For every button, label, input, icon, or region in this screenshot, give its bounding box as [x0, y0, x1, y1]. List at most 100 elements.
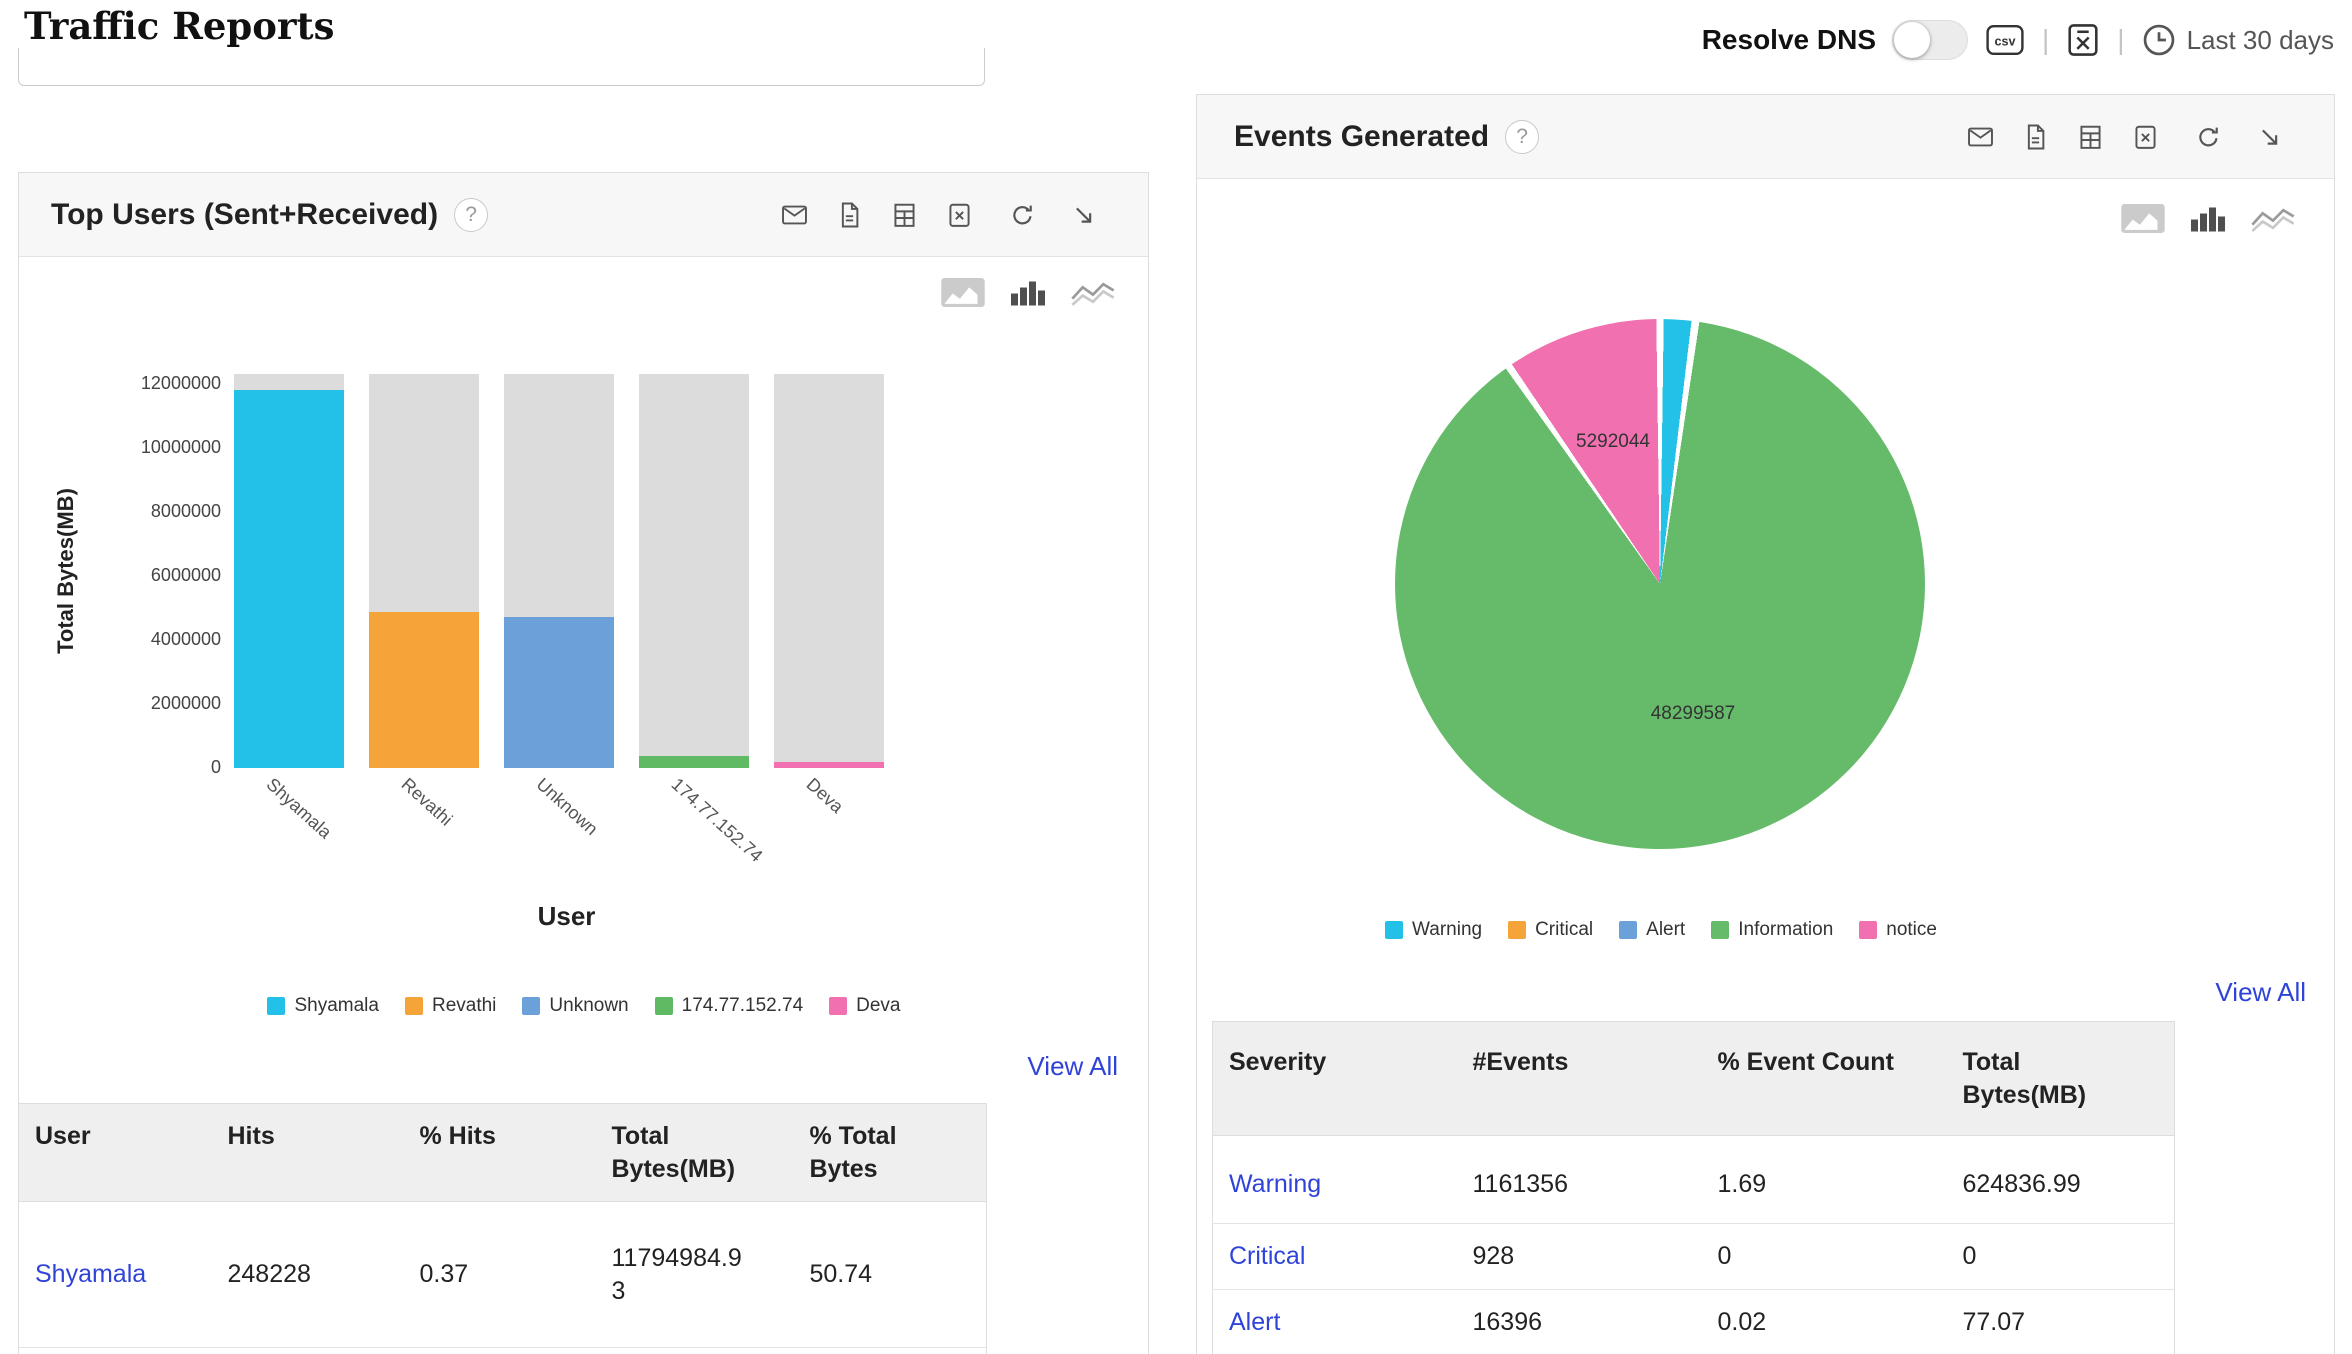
x-tick-label: Revathi	[397, 774, 457, 830]
help-icon[interactable]: ?	[1505, 119, 1540, 154]
severity-cell: Alert	[1212, 1289, 1457, 1354]
y-tick-label: 8000000	[150, 500, 221, 521]
export-spreadsheet-icon[interactable]	[2076, 122, 2105, 151]
table-row: Alert 16396 0.02 77.07	[1212, 1289, 2175, 1354]
hits-cell: 248228	[211, 1201, 404, 1348]
export-xls-file-icon[interactable]	[945, 200, 974, 229]
bar-Unknown[interactable]	[504, 616, 614, 768]
column-header: % Total Bytes	[793, 1103, 987, 1202]
column-header: Severity	[1212, 1021, 1457, 1136]
bar-chart-icon[interactable]	[1008, 277, 1048, 308]
toggle-knob	[1894, 22, 1930, 58]
user-link[interactable]: Shyamala	[35, 1260, 147, 1288]
severity-link[interactable]: Critical	[1229, 1242, 1306, 1270]
legend-label: notice	[1886, 919, 1937, 940]
bar-track	[369, 374, 479, 768]
table-row-partial	[18, 1347, 987, 1354]
legend-item: Information	[1711, 919, 1833, 941]
table-row: Warning 1161356 1.69 624836.99	[1212, 1135, 2175, 1224]
legend-item: Alert	[1619, 919, 1685, 941]
export-pdf-icon[interactable]	[835, 200, 864, 229]
legend-swatch	[654, 997, 673, 1015]
legend-label: Alert	[1646, 919, 1686, 940]
severity-cell: Warning	[1212, 1135, 1457, 1224]
top-users-table: User Hits% Hits Total Bytes(MB)% Total Byt…	[18, 1103, 987, 1354]
pct-event-cell: 1.69	[1701, 1135, 1947, 1224]
legend-label: Unknown	[549, 995, 629, 1016]
events-count-cell: 928	[1456, 1223, 1702, 1290]
user-cell: Shyamala	[18, 1201, 212, 1348]
pct-hits-cell: 0.37	[403, 1201, 596, 1348]
bar-Deva[interactable]	[774, 761, 884, 768]
severity-link[interactable]: Alert	[1229, 1308, 1281, 1336]
legend-swatch	[404, 997, 423, 1015]
top-users-header: Top Users (Sent+Received) ?	[19, 173, 1148, 257]
table-row: Critical 928 0 0	[1212, 1223, 2175, 1290]
bar-track	[504, 374, 614, 768]
refresh-icon[interactable]	[2194, 122, 2223, 151]
users-table-body: Shyamala 248228 0.37 11794984.93 50.74	[18, 1201, 987, 1354]
column-header: User	[18, 1103, 212, 1202]
users-table-header-row: User Hits% Hits Total Bytes(MB)% Total Byt…	[18, 1103, 987, 1202]
events-count-cell: 16396	[1456, 1289, 1702, 1354]
expand-icon[interactable]	[1069, 200, 1098, 229]
line-chart-icon[interactable]	[2250, 203, 2296, 234]
bar-track	[234, 374, 344, 768]
bar-174.77.152.74[interactable]	[639, 755, 749, 768]
bar-chart-icon[interactable]	[2188, 203, 2228, 234]
y-tick-label: 10000000	[140, 436, 221, 457]
bar-track	[774, 374, 884, 768]
legend-label: Critical	[1535, 919, 1594, 940]
export-pdf-icon[interactable]	[2021, 122, 2050, 151]
bar-plot-area	[234, 374, 899, 768]
severity-link[interactable]: Warning	[1229, 1170, 1322, 1198]
bar-Shyamala[interactable]	[234, 390, 344, 768]
legend-swatch	[522, 997, 541, 1015]
resolve-dns-toggle[interactable]	[1892, 20, 1968, 60]
pie-chart[interactable]	[1395, 319, 1925, 849]
expand-icon[interactable]	[2255, 122, 2284, 151]
panel-title: Top Users (Sent+Received)	[51, 197, 439, 231]
export-csv-icon[interactable]: csv	[1984, 22, 2026, 58]
time-range-picker[interactable]: Last 30 days	[2141, 22, 2334, 58]
x-tick-label: Unknown	[532, 774, 602, 840]
time-range-label: Last 30 days	[2186, 24, 2334, 55]
view-all-link[interactable]: View All	[1027, 1051, 1118, 1081]
legend-item: Deva	[829, 995, 901, 1017]
area-chart-icon[interactable]	[2120, 203, 2166, 234]
bar-track	[639, 374, 749, 768]
total-bytes-cell: 11794984.93	[595, 1201, 794, 1348]
panel-action-icons	[1966, 122, 2284, 151]
pie-slice-label-notice: 5292044	[1576, 431, 1650, 452]
page-title: Traffic Reports	[24, 4, 335, 48]
line-chart-icon[interactable]	[1070, 277, 1116, 308]
bar-legend: Shyamala Revathi Unknown 174.77.152.74 Deva	[79, 995, 1089, 1017]
legend-label: Revathi	[431, 995, 497, 1016]
refresh-icon[interactable]	[1008, 200, 1037, 229]
column-header: % Hits	[403, 1103, 596, 1202]
total-bytes-cell: 624836.99	[1946, 1135, 2175, 1224]
export-xls-file-icon[interactable]	[2131, 122, 2160, 151]
y-tick-label: 2000000	[150, 692, 221, 713]
column-header: #Events	[1456, 1021, 1702, 1136]
view-all-link[interactable]: View All	[2215, 977, 2306, 1007]
pct-total-cell: 50.74	[793, 1201, 987, 1348]
email-icon[interactable]	[780, 200, 809, 229]
export-xls-icon[interactable]	[2065, 21, 2101, 59]
legend-swatch	[1385, 921, 1404, 939]
events-generated-panel: Events Generated ? 5292044 48299587 Warn…	[1196, 94, 2335, 1354]
bar-Revathi[interactable]	[369, 612, 479, 768]
help-icon[interactable]: ?	[454, 197, 489, 232]
area-chart-icon[interactable]	[940, 277, 986, 308]
x-axis-labels: Shyamala Revathi Unknown 174.77.152.74 Deva	[234, 774, 899, 904]
email-icon[interactable]	[1966, 122, 1995, 151]
events-header: Events Generated ?	[1197, 95, 2334, 179]
export-spreadsheet-icon[interactable]	[890, 200, 919, 229]
x-tick-label: 174.77.152.74	[667, 774, 767, 866]
column-header: % Event Count	[1701, 1021, 1947, 1136]
divider: |	[2117, 24, 2125, 55]
legend-swatch	[1859, 921, 1878, 939]
legend-item: Unknown	[522, 995, 629, 1017]
table-row: Shyamala 248228 0.37 11794984.93 50.74	[18, 1201, 987, 1348]
x-tick-label: Shyamala	[262, 774, 336, 843]
